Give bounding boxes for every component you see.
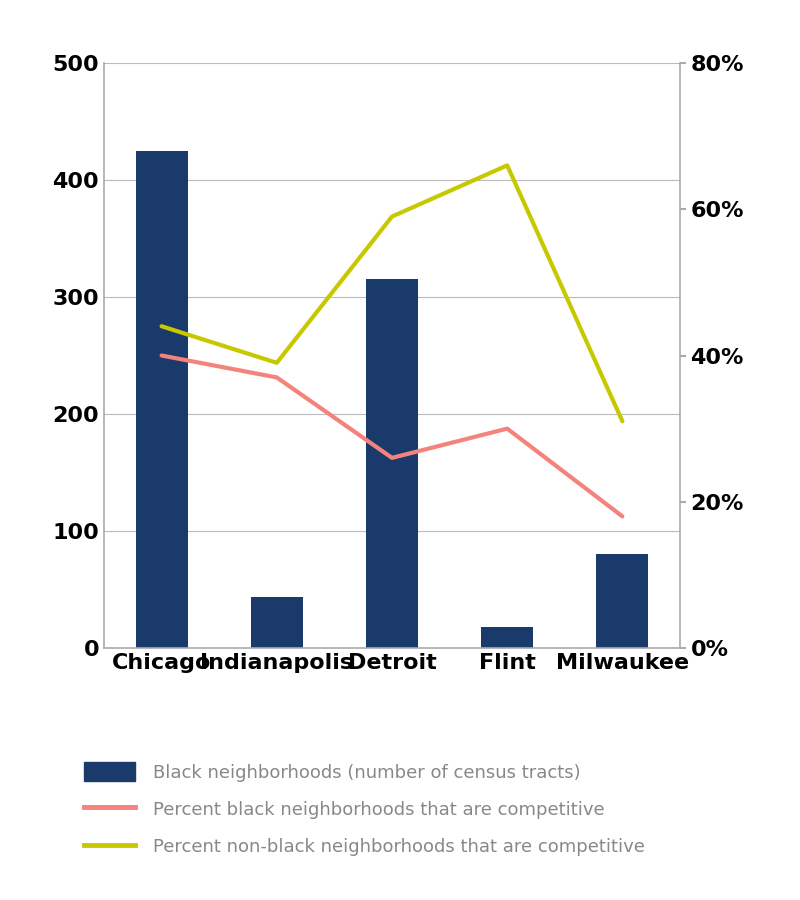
Bar bbox=[251, 597, 302, 648]
Bar bbox=[366, 279, 418, 648]
Legend: Black neighborhoods (number of census tracts), Percent black neighborhoods that : Black neighborhoods (number of census tr… bbox=[84, 762, 645, 857]
Bar bbox=[482, 627, 533, 648]
Bar bbox=[136, 150, 187, 648]
Bar bbox=[597, 554, 648, 648]
